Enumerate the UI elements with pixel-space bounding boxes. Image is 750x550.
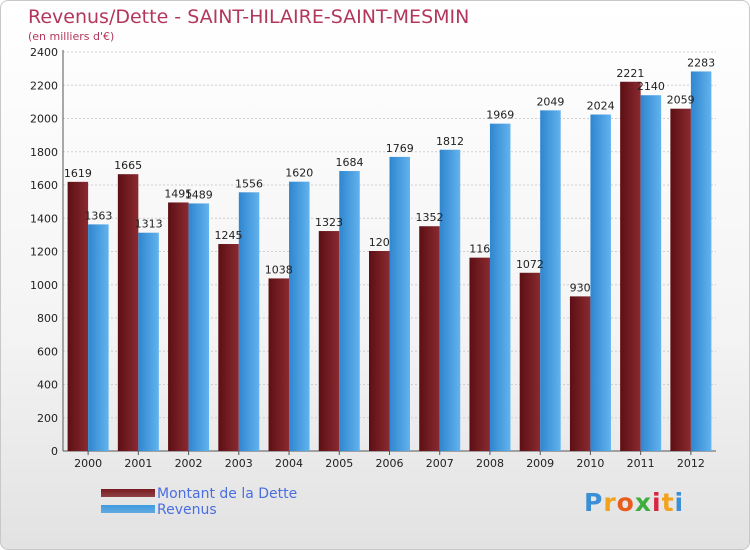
bar-revenus bbox=[188, 203, 210, 451]
x-tick-label: 2002 bbox=[175, 457, 203, 470]
y-tick-label: 2000 bbox=[30, 113, 58, 126]
chart-title: Revenus/Dette - SAINT-HILAIRE-SAINT-MESM… bbox=[28, 6, 470, 28]
bar-dette bbox=[117, 174, 139, 451]
legend-swatch-revenus bbox=[101, 505, 155, 513]
data-label-revenus: 1769 bbox=[386, 142, 414, 155]
y-tick-label: 0 bbox=[51, 445, 58, 458]
bar-dette bbox=[67, 181, 89, 451]
bar-dette bbox=[620, 81, 641, 451]
bar-dette bbox=[268, 278, 290, 451]
x-tick-label: 2004 bbox=[275, 457, 303, 470]
bar-dette bbox=[469, 257, 490, 451]
y-tick-label: 1800 bbox=[30, 146, 58, 159]
bar-dette bbox=[419, 226, 440, 451]
bar-revenus bbox=[690, 71, 712, 452]
data-label-revenus: 1684 bbox=[336, 156, 364, 169]
bar-dette bbox=[519, 272, 541, 451]
bar-dette bbox=[218, 244, 239, 451]
proxiti-logo: Proxiti bbox=[584, 488, 684, 517]
y-tick-label: 1200 bbox=[30, 246, 58, 259]
bar-revenus bbox=[289, 181, 310, 452]
data-label-revenus: 1969 bbox=[486, 109, 514, 122]
legend-label-dette: Montant de la Dette bbox=[157, 486, 298, 502]
y-tick-label: 1400 bbox=[30, 212, 58, 225]
bar-dette bbox=[318, 231, 340, 451]
data-label-dette: 1665 bbox=[114, 159, 142, 172]
x-tick-label: 2005 bbox=[325, 457, 353, 470]
y-tick-label: 800 bbox=[37, 312, 58, 325]
bar-revenus bbox=[339, 171, 360, 451]
bar-revenus bbox=[88, 224, 109, 451]
y-tick-label: 2200 bbox=[30, 79, 58, 92]
data-label-dette: 1072 bbox=[516, 258, 544, 271]
bar-revenus bbox=[640, 95, 662, 451]
data-label-dette: 2059 bbox=[667, 94, 695, 107]
data-label-revenus: 1313 bbox=[135, 218, 163, 231]
logo-letter: i bbox=[674, 488, 685, 517]
data-label-revenus: 1489 bbox=[185, 188, 213, 201]
x-tick-label: 2003 bbox=[225, 457, 253, 470]
bar-revenus bbox=[540, 110, 561, 451]
y-tick-label: 1600 bbox=[30, 179, 58, 192]
logo-letter: r bbox=[603, 488, 617, 517]
logo-letter: P bbox=[584, 488, 604, 517]
data-label-dette: 2221 bbox=[616, 67, 644, 80]
legend-swatch-dette bbox=[101, 489, 155, 497]
data-label-dette: 1495 bbox=[164, 187, 192, 200]
x-tick-label: 2007 bbox=[426, 457, 454, 470]
data-label-revenus: 2049 bbox=[536, 95, 564, 108]
data-label-revenus: 1812 bbox=[436, 135, 464, 148]
data-label-dette: 1323 bbox=[315, 216, 343, 229]
x-tick-label: 2006 bbox=[376, 457, 404, 470]
data-label-dette: 930 bbox=[570, 281, 591, 294]
data-label-revenus: 2283 bbox=[687, 56, 715, 69]
data-label-dette: 1245 bbox=[215, 229, 243, 242]
data-label-revenus: 1620 bbox=[285, 167, 313, 180]
logo-letter: x bbox=[634, 488, 652, 517]
x-tick-label: 2000 bbox=[74, 457, 102, 470]
y-tick-label: 200 bbox=[37, 412, 58, 425]
x-tick-label: 2012 bbox=[677, 457, 705, 470]
bar-revenus bbox=[389, 156, 410, 451]
chart-subtitle: (en milliers d'€) bbox=[28, 30, 115, 43]
data-label-dette: 116 bbox=[469, 243, 490, 256]
bar-revenus bbox=[138, 232, 159, 451]
x-tick-label: 2010 bbox=[576, 457, 604, 470]
logo-letter: o bbox=[616, 488, 635, 517]
data-label-dette: 120 bbox=[369, 236, 390, 249]
bar-dette bbox=[569, 296, 591, 451]
data-label-revenus: 2140 bbox=[637, 80, 665, 93]
y-tick-label: 600 bbox=[37, 345, 58, 358]
bar-revenus bbox=[590, 114, 611, 451]
data-label-dette: 1038 bbox=[265, 263, 293, 276]
logo-letter: t bbox=[661, 488, 675, 517]
data-label-dette: 1352 bbox=[415, 211, 443, 224]
y-tick-label: 400 bbox=[37, 379, 58, 392]
legend-label-revenus: Revenus bbox=[157, 502, 217, 518]
x-tick-label: 2008 bbox=[476, 457, 504, 470]
data-label-revenus: 1363 bbox=[84, 209, 112, 222]
x-tick-label: 2009 bbox=[526, 457, 554, 470]
x-tick-label: 2001 bbox=[124, 457, 152, 470]
y-tick-label: 2400 bbox=[30, 46, 58, 59]
bar-dette bbox=[369, 251, 390, 451]
data-label-revenus: 1556 bbox=[235, 177, 263, 190]
data-label-revenus: 2024 bbox=[587, 100, 615, 113]
bar-dette bbox=[168, 202, 189, 451]
bar-revenus bbox=[439, 149, 461, 451]
logo-letter: i bbox=[652, 488, 662, 517]
bar-revenus bbox=[238, 192, 260, 451]
x-tick-label: 2011 bbox=[627, 457, 655, 470]
data-label-dette: 1619 bbox=[64, 167, 92, 180]
bar-dette bbox=[670, 108, 691, 451]
y-tick-label: 1000 bbox=[30, 279, 58, 292]
bar-revenus bbox=[489, 123, 511, 451]
